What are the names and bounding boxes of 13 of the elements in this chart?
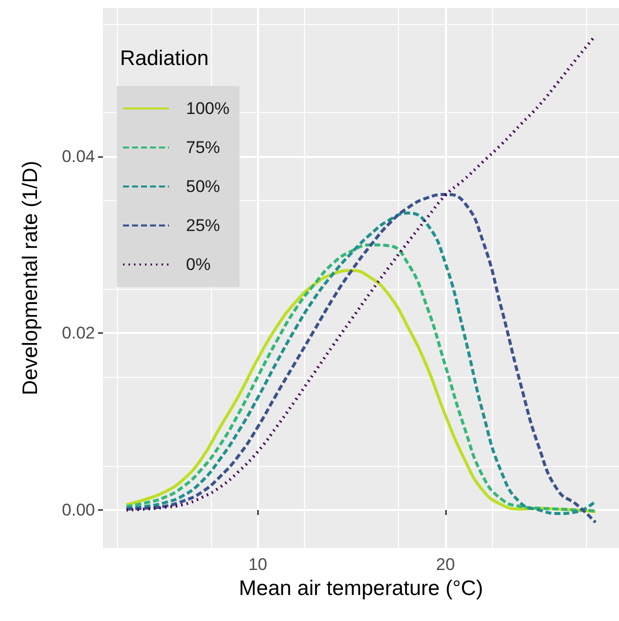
y-tick-label: 0.02 [62, 324, 95, 343]
y-axis-title: Developmental rate (1/D) [19, 160, 42, 396]
legend-label: 100% [186, 99, 230, 118]
x-tick-label: 20 [436, 555, 455, 574]
x-axis-title: Mean air temperature (°C) [238, 577, 484, 600]
legend-label: 75% [186, 138, 220, 157]
legend-label: 0% [186, 255, 211, 274]
legend-title: Radiation [120, 47, 209, 70]
y-tick-label: 0.00 [62, 500, 95, 520]
legend-label: 50% [186, 177, 220, 196]
x-tick-label: 10 [248, 555, 268, 574]
legend-label: 25% [186, 216, 220, 235]
y-tick-label: 0.04 [62, 146, 95, 166]
